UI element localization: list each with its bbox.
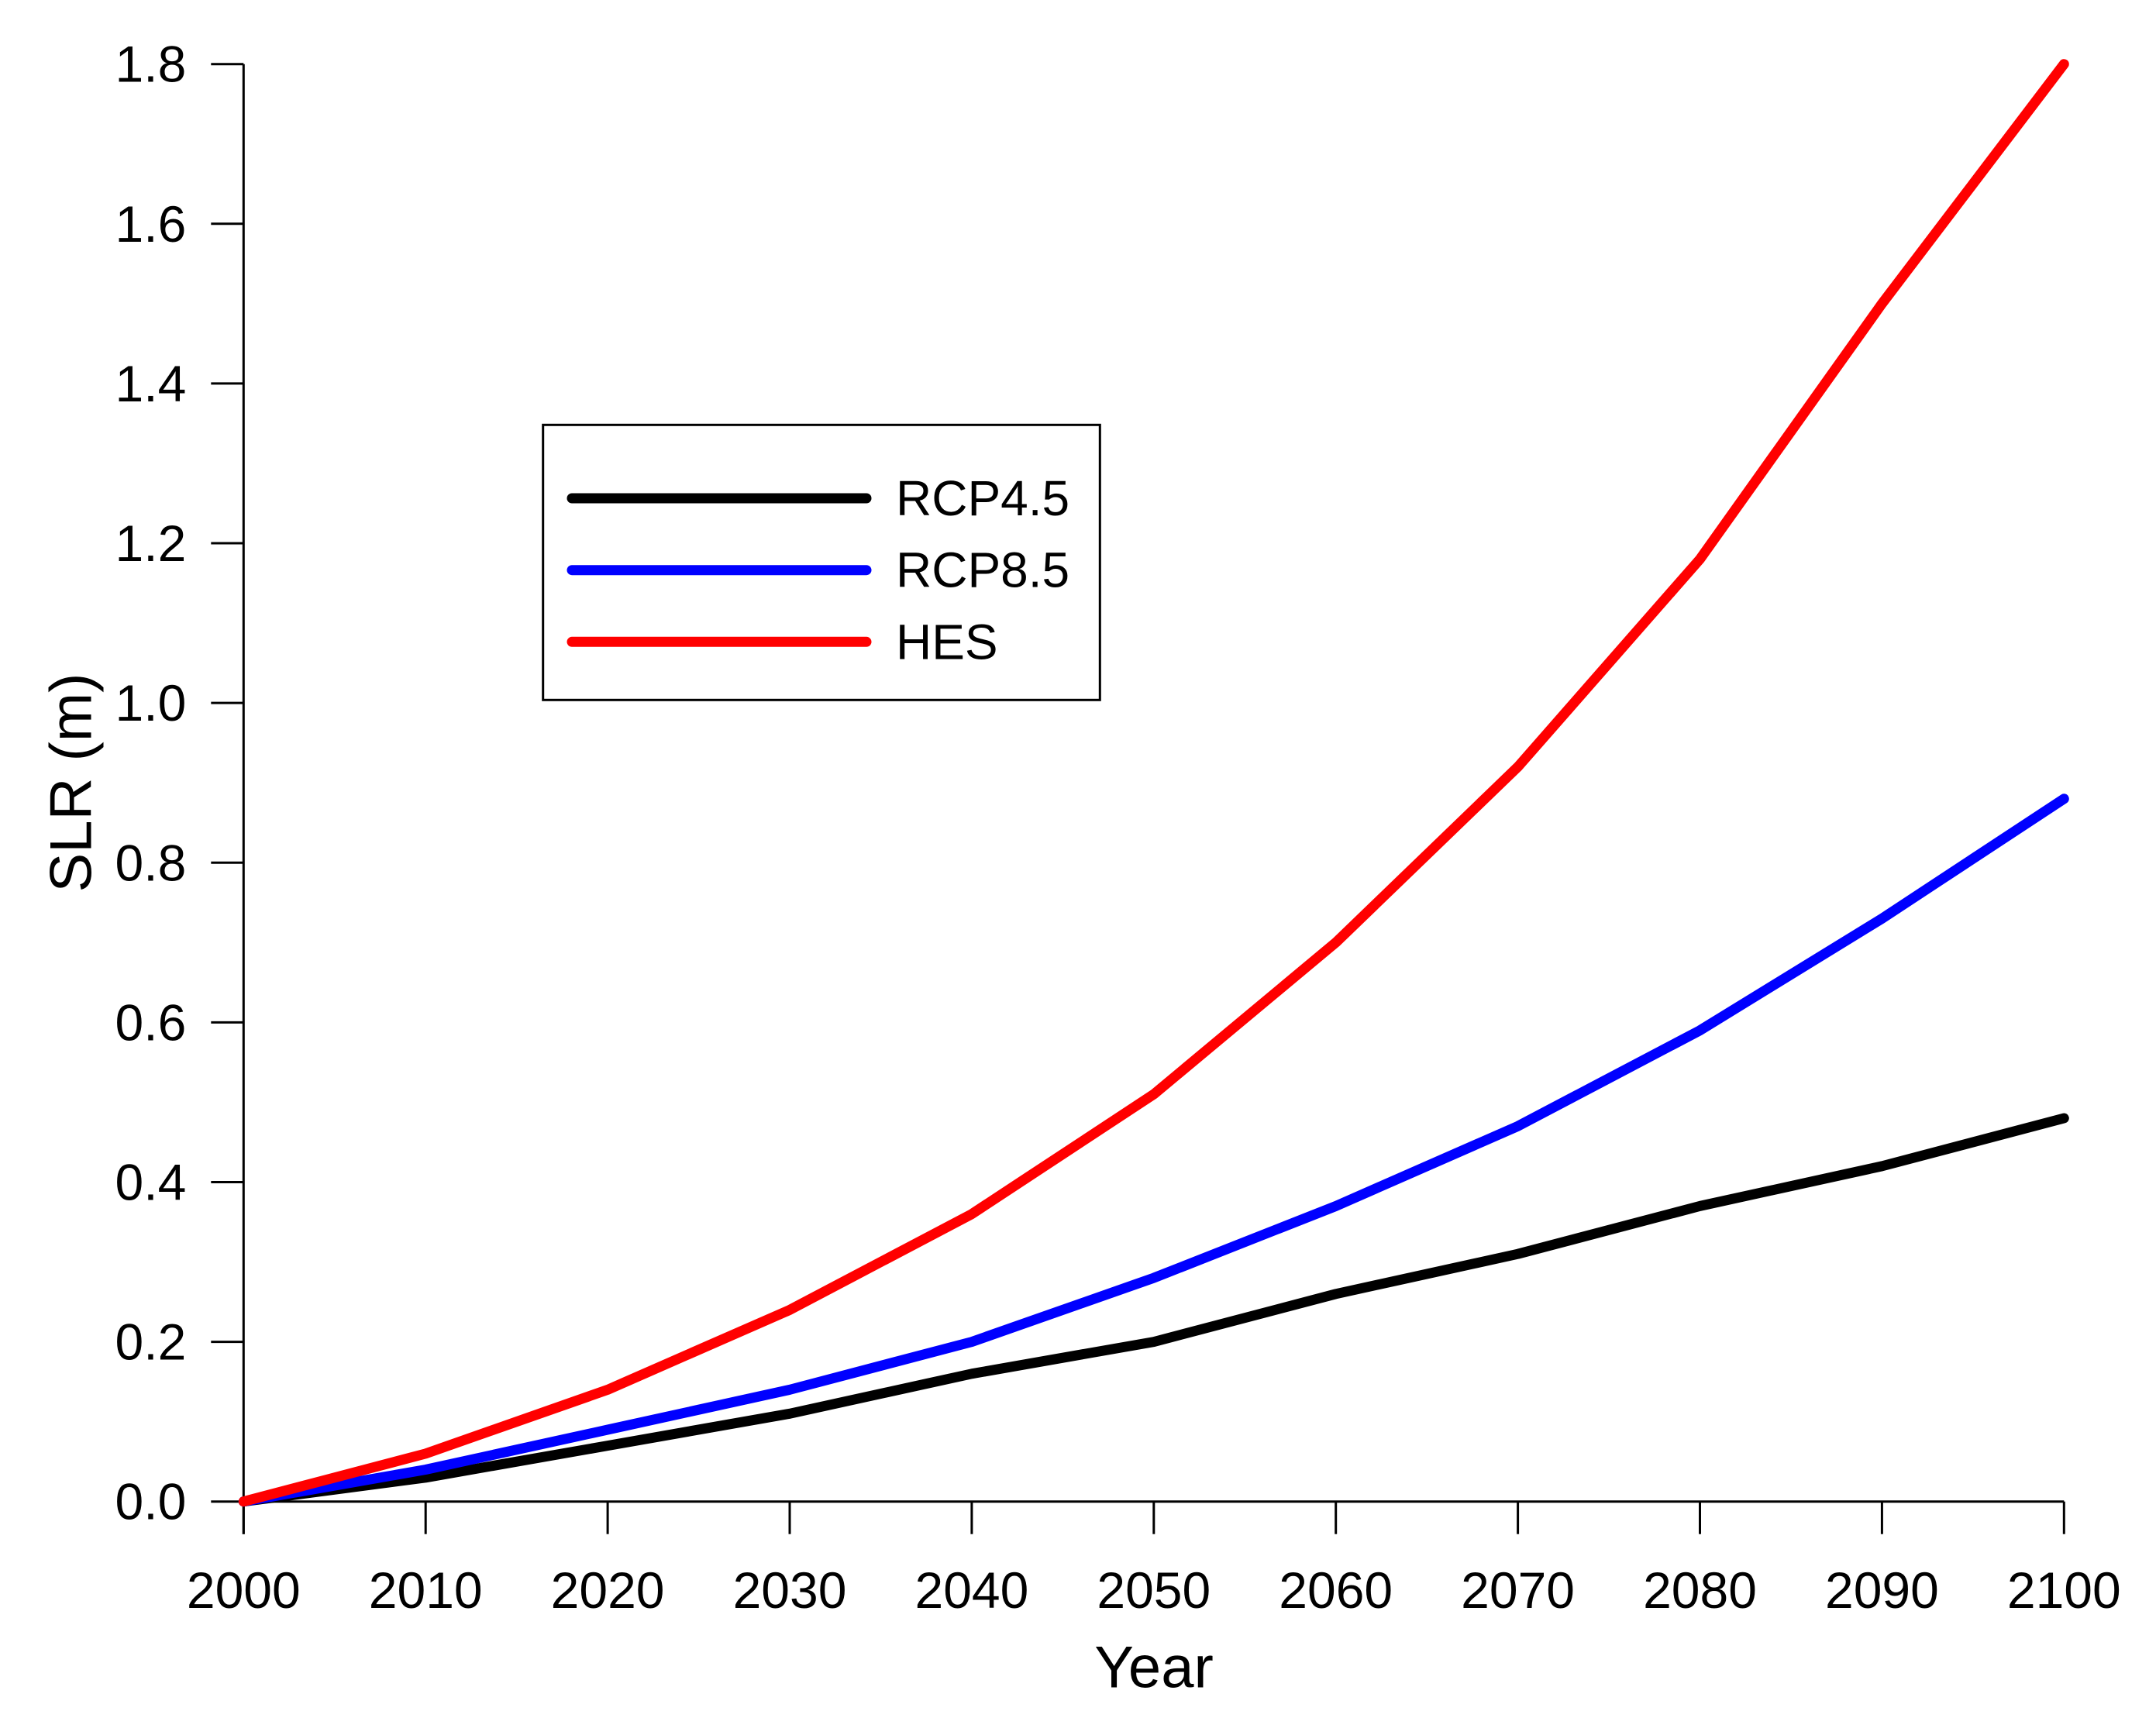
series-line-rcp4.5 (238, 1113, 2069, 1507)
x-tick-label: 2040 (914, 1561, 1028, 1619)
y-tick-label: 1.8 (115, 36, 187, 93)
legend-box (542, 423, 1101, 701)
y-axis-title: SLR (m) (39, 673, 105, 893)
x-axis-title: Year (1094, 1635, 1214, 1701)
y-tick-label: 0.6 (115, 993, 187, 1051)
x-tick-label: 2070 (1461, 1561, 1575, 1619)
x-tick-label: 2080 (1643, 1561, 1757, 1619)
x-tick-label: 2000 (187, 1561, 301, 1619)
legend-label-hes: HES (896, 614, 998, 670)
x-tick-label: 2090 (1825, 1561, 1939, 1619)
axes (242, 64, 2065, 1534)
x-tick-label: 2020 (551, 1561, 665, 1619)
y-tick-label: 1.0 (115, 674, 187, 732)
series-line-rcp8.5 (238, 794, 2069, 1507)
legend-label-rcp8.5: RCP8.5 (896, 542, 1069, 598)
x-tick-label: 2060 (1279, 1561, 1393, 1619)
series-line-hes (238, 59, 2069, 1507)
y-tick-label: 1.6 (115, 195, 187, 253)
x-tick-label: 2100 (2007, 1561, 2121, 1619)
y-tick-label: 0.4 (115, 1153, 187, 1210)
data-series (238, 59, 2069, 1507)
y-tick-label: 0.0 (115, 1473, 187, 1530)
y-tick-label: 0.2 (115, 1313, 187, 1371)
legend: RCP4.5 RCP8.5 HES (542, 423, 1101, 701)
y-tick-label: 1.4 (115, 355, 187, 412)
x-tick-label: 2050 (1097, 1561, 1211, 1619)
y-tick-label: 1.2 (115, 515, 187, 572)
y-tick-label: 0.8 (115, 834, 187, 891)
x-tick-label: 2010 (369, 1561, 483, 1619)
legend-label-rcp4.5: RCP4.5 (896, 470, 1069, 526)
x-tick-label: 2030 (733, 1561, 847, 1619)
axis-ticks: 2000 2010 2020 2030 2040 2050 2060 2070 2080 2090… (115, 36, 2121, 1619)
